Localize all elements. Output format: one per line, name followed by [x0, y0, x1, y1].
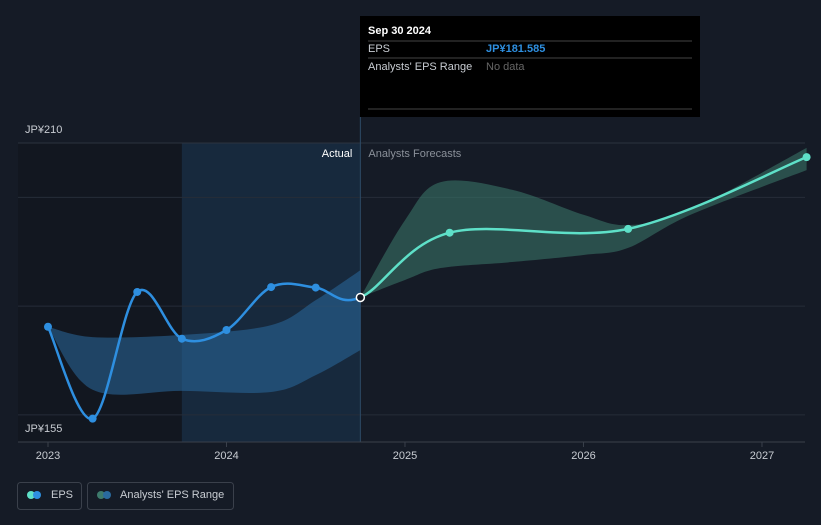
- x-tick-label: 2024: [214, 450, 238, 462]
- tooltip-box: [360, 16, 700, 117]
- eps-line: [225, 285, 272, 332]
- eps-line: [449, 227, 629, 235]
- eps-line: [359, 231, 450, 299]
- eps-point: [624, 224, 633, 233]
- legend-icon: [97, 491, 105, 499]
- range-band: [47, 270, 361, 395]
- eps-point: [88, 414, 97, 423]
- eps-point: [355, 292, 366, 303]
- tooltip: Sep 30 2024 EPS JP¥181.585 Analysts' EPS…: [360, 16, 700, 117]
- legend-icon: [33, 491, 41, 499]
- eps-point: [311, 283, 320, 292]
- eps-point: [445, 228, 454, 237]
- legend-item[interactable]: [87, 482, 234, 510]
- legend-label: Analysts' EPS Range: [120, 489, 224, 501]
- eps-line: [627, 155, 808, 231]
- legend-icon: [103, 491, 111, 499]
- tooltip-date: Sep 30 2024: [368, 25, 432, 37]
- legend-label: EPS: [51, 489, 73, 501]
- eps-point: [222, 326, 231, 335]
- legend-item[interactable]: [17, 482, 82, 510]
- x-tick-label: 2023: [36, 450, 60, 462]
- y-tick-label: JP¥155: [25, 423, 62, 435]
- tooltip-value: No data: [486, 61, 525, 73]
- eps-point: [177, 334, 186, 343]
- x-tick-label: 2025: [393, 450, 417, 462]
- eps-point: [267, 283, 276, 292]
- forecast-label: Analysts Forecasts: [368, 148, 461, 160]
- legend-icon: [27, 491, 35, 499]
- tooltip-value: JP¥181.585: [486, 43, 545, 55]
- tooltip-key: EPS: [368, 43, 390, 55]
- eps-point: [43, 322, 52, 331]
- eps-line: [46, 326, 94, 420]
- actual-label: Actual: [322, 148, 353, 160]
- eps-point: [802, 153, 811, 162]
- eps-line: [136, 288, 183, 340]
- y-tick-label: JP¥210: [25, 124, 62, 136]
- eps-point: [133, 287, 142, 296]
- x-tick-label: 2026: [571, 450, 595, 462]
- legend: EPS Analysts' EPS Range: [17, 482, 234, 510]
- range-band: [360, 147, 807, 298]
- tooltip-key: Analysts' EPS Range: [368, 61, 472, 73]
- x-tick-label: 2027: [750, 450, 774, 462]
- plot: JP¥155 JP¥210 2023 2024 2025 2026 2027 Actual An…: [18, 117, 811, 462]
- eps-line: [91, 291, 139, 420]
